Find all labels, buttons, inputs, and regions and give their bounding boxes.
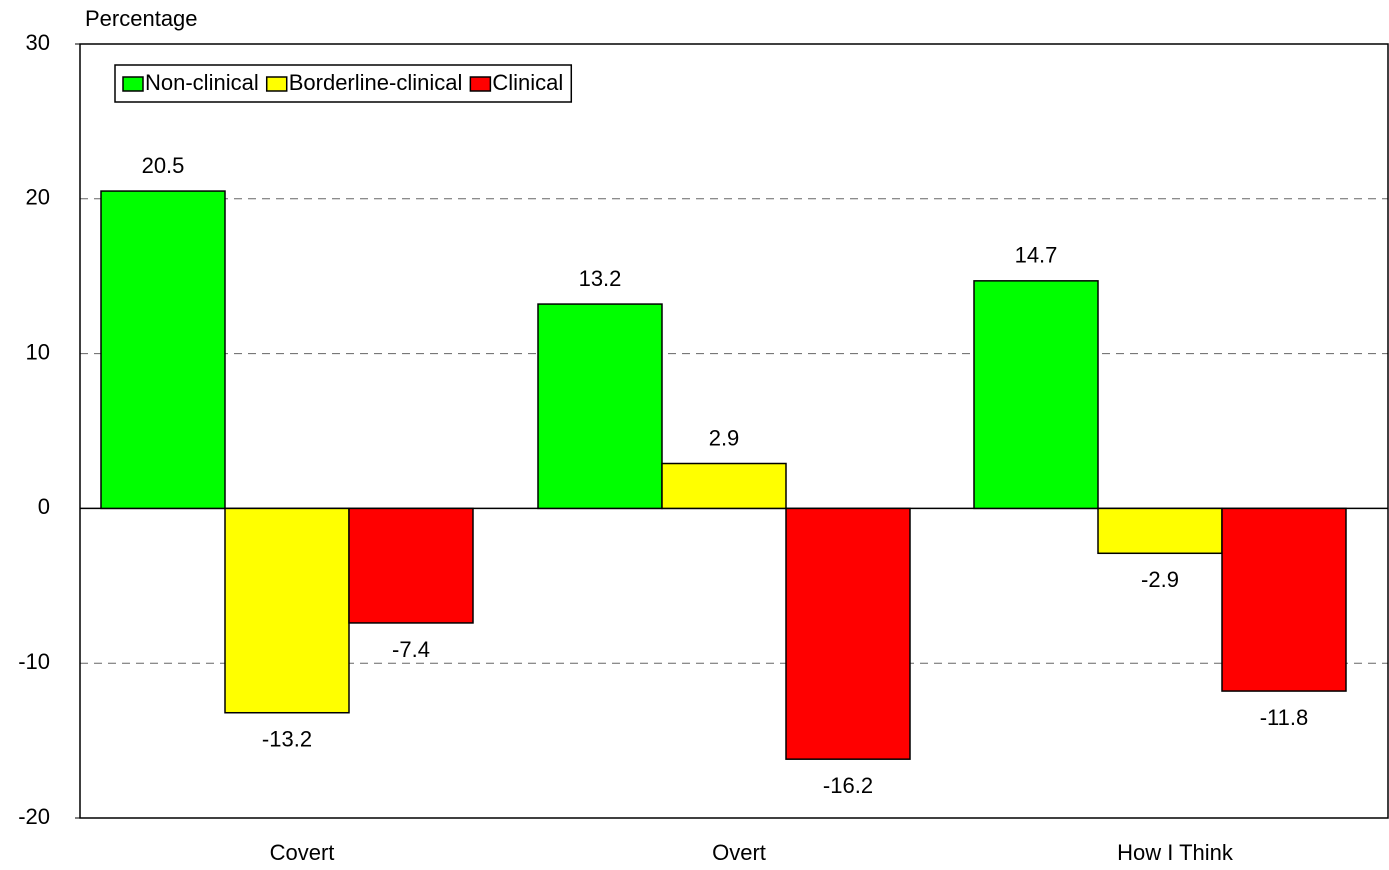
bar: [785, 507, 911, 760]
value-label: -11.8: [1260, 705, 1309, 730]
legend-frame: [114, 64, 573, 103]
bar: [1221, 507, 1347, 692]
y-tick-label: 10: [26, 339, 50, 364]
bar: [348, 507, 474, 624]
value-label: -7.4: [392, 637, 430, 662]
plot-frame: [79, 43, 1389, 819]
bar: [1097, 507, 1223, 555]
legend-swatch: [265, 76, 288, 92]
value-label: 2.9: [709, 425, 740, 450]
bar: [100, 190, 226, 510]
y-tick-label: 30: [26, 30, 50, 55]
y-tick-label: 20: [26, 185, 50, 210]
value-label: -2.9: [1141, 567, 1179, 592]
x-tick-label: Overt: [712, 840, 766, 865]
y-tick-label: -10: [18, 649, 50, 674]
y-axis-label: Percentage: [85, 6, 198, 31]
y-tick-label: -20: [18, 804, 50, 829]
value-label: -13.2: [262, 727, 312, 752]
legend-label: Borderline-clinical: [289, 70, 463, 95]
x-tick-label: How I Think: [1117, 840, 1234, 865]
x-tick-label: Covert: [270, 840, 335, 865]
value-label: 14.7: [1015, 243, 1058, 268]
legend-swatch: [469, 76, 492, 92]
bar: [973, 280, 1099, 510]
bar: [537, 303, 663, 510]
bar: [661, 462, 787, 510]
value-label: -16.2: [823, 773, 873, 798]
legend-swatch: [122, 76, 144, 92]
value-label: 20.5: [142, 153, 185, 178]
bar: [224, 507, 350, 714]
legend-label: Clinical: [492, 70, 563, 95]
legend-label: Non-clinical: [145, 70, 259, 95]
y-tick-label: 0: [38, 494, 50, 519]
legend: Non-clinical Borderline-clinical Clinical: [114, 64, 573, 103]
value-label: 13.2: [579, 266, 622, 291]
